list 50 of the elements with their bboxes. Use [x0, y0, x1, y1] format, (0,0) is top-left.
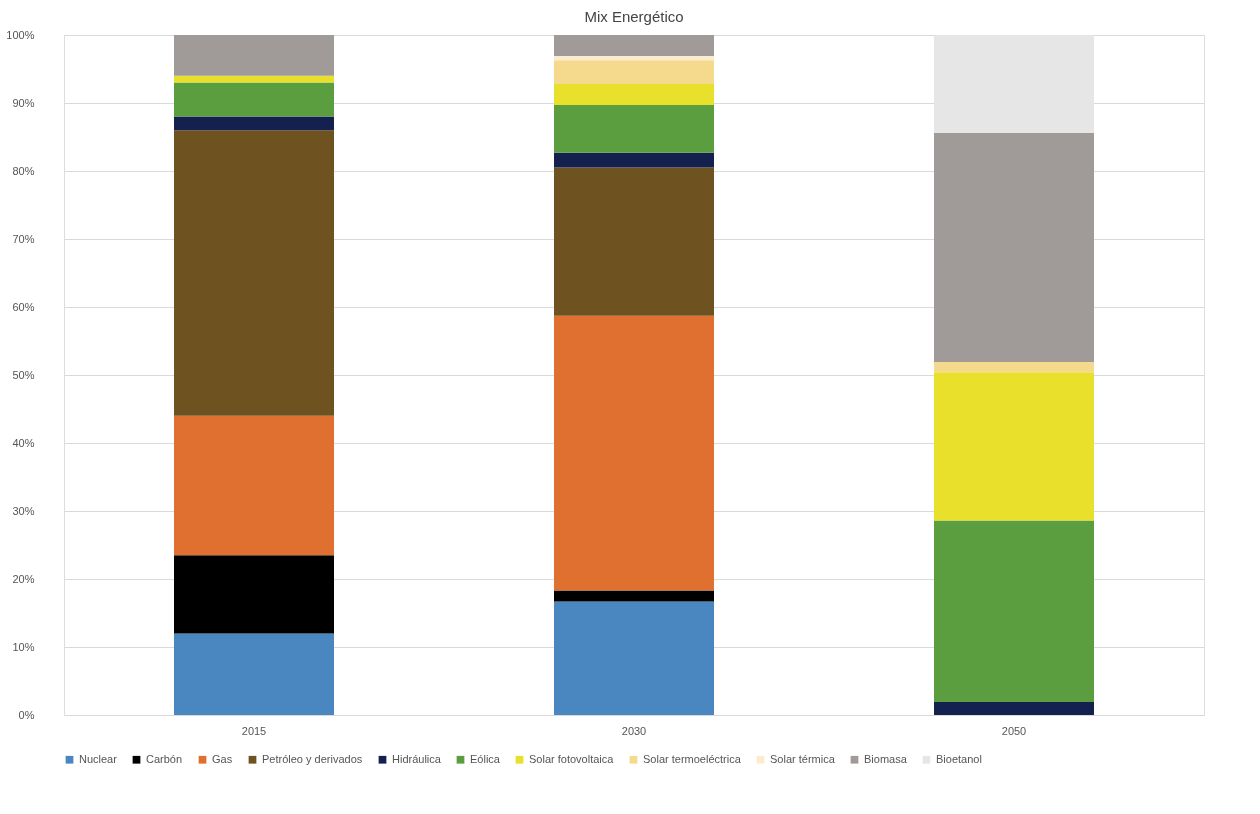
y-tick-label: 80% [12, 164, 35, 177]
legend-label: Eólica [470, 752, 501, 765]
bar [934, 35, 1094, 133]
bar [174, 633, 334, 715]
bar [934, 372, 1094, 521]
x-tick-label: 2050 [1001, 724, 1027, 737]
bar [934, 362, 1094, 373]
legend-label: Gas [212, 752, 233, 765]
y-tick-label: 10% [12, 640, 35, 653]
y-tick-label: 70% [12, 232, 35, 245]
y-tick-label: 90% [12, 96, 35, 109]
x-tick-label: 2030 [621, 724, 647, 737]
bar [934, 520, 1094, 703]
bar [174, 82, 334, 117]
chart-title: Mix Energético [584, 8, 684, 25]
bar [554, 601, 714, 715]
legend-label: Solar térmica [770, 752, 836, 765]
bar [554, 152, 714, 168]
y-tick-label: 50% [12, 368, 35, 381]
y-tick-label: 30% [12, 504, 35, 517]
bar [934, 132, 1094, 363]
bar [174, 35, 334, 76]
legend-label: Petróleo y derivados [262, 752, 363, 765]
y-tick-label: 100% [6, 28, 35, 41]
y-tick-label: 20% [12, 572, 35, 585]
y-tick-label: 60% [12, 300, 35, 313]
bar [554, 315, 714, 591]
bar [554, 56, 714, 61]
bar [174, 130, 334, 416]
bar [174, 116, 334, 131]
bar [934, 702, 1094, 715]
bar [554, 167, 714, 316]
x-tick-label: 2015 [241, 724, 267, 737]
bar [174, 75, 334, 83]
legend-label: Biomasa [864, 752, 908, 765]
y-tick-label: 40% [12, 436, 35, 449]
bar [554, 83, 714, 106]
legend-label: Carbón [146, 752, 183, 765]
bar [554, 105, 714, 153]
legend-label: Nuclear [79, 752, 118, 765]
bar [554, 60, 714, 84]
legend-label: Solar termoeléctrica [643, 752, 742, 765]
bar [554, 35, 714, 57]
bar [174, 555, 334, 634]
legend-label: Solar fotovoltaica [529, 752, 615, 765]
bar [554, 590, 714, 602]
y-tick-label: 0% [18, 708, 35, 721]
legend-label: Bioetanol [936, 752, 982, 765]
bar [174, 415, 334, 556]
legend-label: Hidráulica [392, 752, 442, 765]
